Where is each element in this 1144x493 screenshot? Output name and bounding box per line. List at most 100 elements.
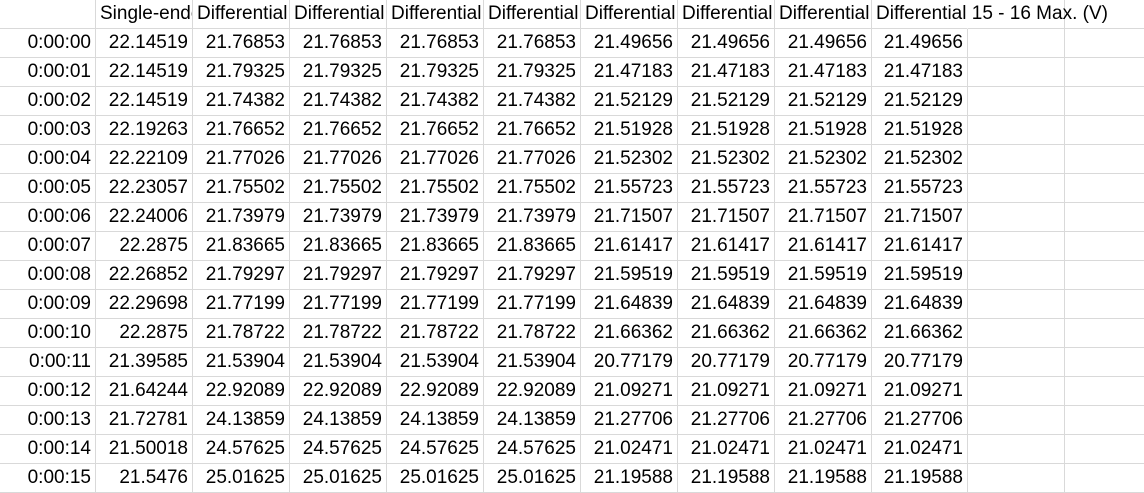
value-cell[interactable]: 21.47183 (581, 58, 678, 87)
time-cell[interactable]: 0:00:02 (0, 87, 96, 116)
value-cell[interactable]: 22.24006 (96, 203, 193, 232)
empty-cell[interactable] (968, 435, 1065, 464)
value-cell[interactable]: 21.51928 (775, 116, 872, 145)
value-cell[interactable]: 21.77199 (290, 290, 387, 319)
value-cell[interactable]: 21.77026 (193, 145, 290, 174)
header-cell[interactable]: Differential (193, 0, 290, 29)
value-cell[interactable]: 24.57625 (193, 435, 290, 464)
value-cell[interactable]: 21.77026 (290, 145, 387, 174)
value-cell[interactable]: 25.01625 (387, 464, 484, 493)
value-cell[interactable]: 21.76853 (193, 29, 290, 58)
empty-cell[interactable] (1065, 261, 1144, 290)
value-cell[interactable]: 22.92089 (484, 377, 581, 406)
value-cell[interactable]: 21.49656 (678, 29, 775, 58)
value-cell[interactable]: 21.50018 (96, 435, 193, 464)
value-cell[interactable]: 21.72781 (96, 406, 193, 435)
time-cell[interactable]: 0:00:15 (0, 464, 96, 493)
value-cell[interactable]: 22.2875 (96, 319, 193, 348)
value-cell[interactable]: 21.66362 (775, 319, 872, 348)
empty-cell[interactable] (1065, 290, 1144, 319)
value-cell[interactable]: 22.14519 (96, 87, 193, 116)
value-cell[interactable]: 25.01625 (290, 464, 387, 493)
time-cell[interactable]: 0:00:00 (0, 29, 96, 58)
header-cell[interactable]: Differential (775, 0, 872, 29)
value-cell[interactable]: 22.14519 (96, 58, 193, 87)
empty-cell[interactable] (968, 29, 1065, 58)
time-cell[interactable]: 0:00:01 (0, 58, 96, 87)
header-cell[interactable]: Differential 15 - 16 Max. (V) (872, 0, 1108, 29)
header-cell[interactable]: Single-ended (96, 0, 193, 29)
empty-cell[interactable] (968, 261, 1065, 290)
value-cell[interactable]: 21.59519 (872, 261, 968, 290)
value-cell[interactable]: 24.57625 (484, 435, 581, 464)
empty-cell[interactable] (968, 377, 1065, 406)
value-cell[interactable]: 21.47183 (775, 58, 872, 87)
value-cell[interactable]: 21.02471 (678, 435, 775, 464)
value-cell[interactable]: 22.23057 (96, 174, 193, 203)
time-cell[interactable]: 0:00:11 (0, 348, 96, 377)
value-cell[interactable]: 21.53904 (484, 348, 581, 377)
value-cell[interactable]: 21.51928 (581, 116, 678, 145)
empty-cell[interactable] (968, 203, 1065, 232)
value-cell[interactable]: 21.09271 (775, 377, 872, 406)
value-cell[interactable]: 21.55723 (678, 174, 775, 203)
empty-cell[interactable] (1065, 377, 1144, 406)
value-cell[interactable]: 22.92089 (193, 377, 290, 406)
empty-cell[interactable] (968, 232, 1065, 261)
time-cell[interactable]: 0:00:12 (0, 377, 96, 406)
value-cell[interactable]: 20.77179 (775, 348, 872, 377)
value-cell[interactable]: 21.02471 (872, 435, 968, 464)
value-cell[interactable]: 21.73979 (484, 203, 581, 232)
value-cell[interactable]: 21.71507 (581, 203, 678, 232)
value-cell[interactable]: 21.76652 (290, 116, 387, 145)
value-cell[interactable]: 24.13859 (484, 406, 581, 435)
value-cell[interactable]: 21.19588 (678, 464, 775, 493)
value-cell[interactable]: 22.19263 (96, 116, 193, 145)
value-cell[interactable]: 21.77199 (484, 290, 581, 319)
value-cell[interactable]: 21.09271 (872, 377, 968, 406)
value-cell[interactable]: 21.71507 (872, 203, 968, 232)
value-cell[interactable]: 22.2875 (96, 232, 193, 261)
header-cell[interactable]: Differential (290, 0, 387, 29)
value-cell[interactable]: 21.52129 (872, 87, 968, 116)
value-cell[interactable]: 21.77026 (484, 145, 581, 174)
value-cell[interactable]: 21.52129 (678, 87, 775, 116)
empty-cell[interactable] (1065, 116, 1144, 145)
value-cell[interactable]: 21.52302 (872, 145, 968, 174)
empty-cell[interactable] (1065, 174, 1144, 203)
header-cell[interactable]: Differential (387, 0, 484, 29)
value-cell[interactable]: 21.59519 (581, 261, 678, 290)
value-cell[interactable]: 24.13859 (387, 406, 484, 435)
value-cell[interactable]: 22.22109 (96, 145, 193, 174)
value-cell[interactable]: 21.52302 (678, 145, 775, 174)
value-cell[interactable]: 21.55723 (775, 174, 872, 203)
value-cell[interactable]: 21.02471 (775, 435, 872, 464)
value-cell[interactable]: 21.27706 (775, 406, 872, 435)
value-cell[interactable]: 21.59519 (678, 261, 775, 290)
time-cell[interactable]: 0:00:09 (0, 290, 96, 319)
value-cell[interactable]: 24.13859 (290, 406, 387, 435)
value-cell[interactable]: 21.02471 (581, 435, 678, 464)
value-cell[interactable]: 21.61417 (775, 232, 872, 261)
value-cell[interactable]: 21.09271 (678, 377, 775, 406)
empty-cell[interactable] (968, 319, 1065, 348)
value-cell[interactable]: 25.01625 (193, 464, 290, 493)
value-cell[interactable]: 21.79325 (484, 58, 581, 87)
value-cell[interactable]: 21.77199 (193, 290, 290, 319)
value-cell[interactable]: 22.92089 (290, 377, 387, 406)
empty-cell[interactable] (1065, 87, 1144, 116)
value-cell[interactable]: 21.71507 (678, 203, 775, 232)
empty-cell[interactable] (968, 145, 1065, 174)
value-cell[interactable]: 21.39585 (96, 348, 193, 377)
value-cell[interactable]: 21.09271 (581, 377, 678, 406)
value-cell[interactable]: 21.51928 (872, 116, 968, 145)
value-cell[interactable]: 21.74382 (484, 87, 581, 116)
empty-cell[interactable] (968, 0, 1065, 29)
time-cell[interactable]: 0:00:13 (0, 406, 96, 435)
value-cell[interactable]: 21.73979 (387, 203, 484, 232)
value-cell[interactable]: 21.49656 (872, 29, 968, 58)
value-cell[interactable]: 21.76652 (484, 116, 581, 145)
value-cell[interactable]: 21.79297 (387, 261, 484, 290)
value-cell[interactable]: 20.77179 (678, 348, 775, 377)
value-cell[interactable]: 21.51928 (678, 116, 775, 145)
